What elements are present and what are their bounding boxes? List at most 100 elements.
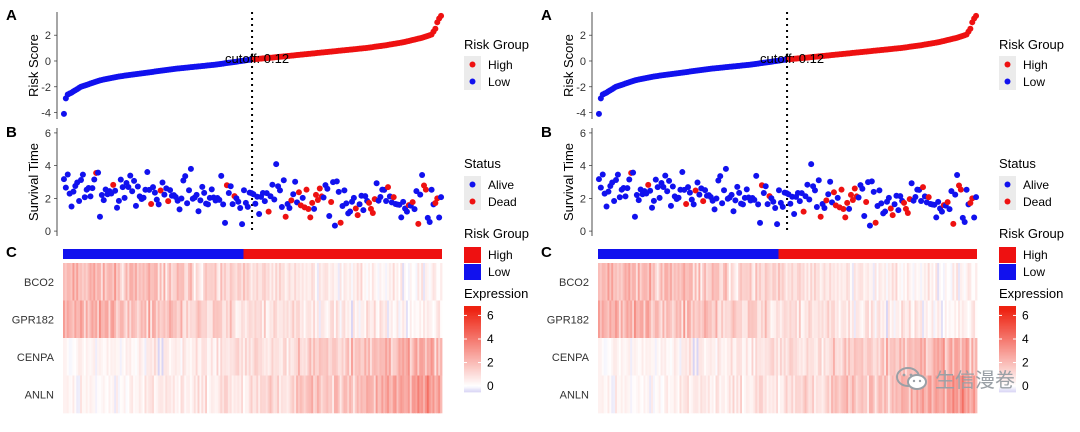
heatmap-cell (64, 300, 68, 339)
heatmap-cell (742, 375, 745, 414)
heatmap-cell (400, 300, 403, 339)
heatmap-cell (377, 375, 380, 414)
heatmap-cell (937, 300, 940, 339)
heatmap-cell (239, 375, 242, 414)
heatmap-cell (411, 300, 414, 339)
heatmap-cell (740, 338, 743, 376)
survival-point (872, 219, 879, 226)
heatmap-cell (643, 300, 646, 339)
heatmap-cell (417, 338, 420, 376)
heatmap-cell (810, 338, 813, 376)
status-legend-label: Dead (488, 195, 517, 209)
heatmap-cell (778, 375, 781, 414)
heatmap-cell (975, 263, 978, 301)
heatmap-cell (679, 300, 682, 339)
survival-point (971, 214, 978, 221)
heatmap-cell (424, 263, 428, 301)
heatmap-cell (673, 375, 677, 414)
heatmap-cell (887, 375, 891, 414)
survival-point (195, 208, 202, 215)
heatmap-cell (760, 263, 764, 301)
survival-point (650, 197, 657, 204)
heatmap-cell (364, 338, 367, 376)
heatmap-cell (717, 375, 720, 414)
heatmap-cell (944, 300, 948, 339)
survival-point (150, 184, 157, 191)
heatmap-cell (430, 338, 433, 376)
heatmap-cell (436, 375, 439, 414)
heatmap-cell (201, 300, 204, 339)
heatmap-cell (903, 263, 906, 301)
heatmap-cell (940, 263, 944, 301)
heatmap-cell (146, 338, 149, 376)
heatmap-cell (407, 338, 411, 376)
heatmap-cell (738, 338, 741, 376)
heatmap-cell (294, 263, 297, 301)
heatmap-cell (827, 375, 830, 414)
heatmap-cell (404, 263, 407, 301)
heatmap-cell (227, 263, 231, 301)
heatmap-cell (375, 375, 378, 414)
heatmap-cell (83, 263, 87, 301)
survival-point (311, 205, 318, 212)
heatmap-cell (738, 375, 741, 414)
heatmap-cell (730, 263, 733, 301)
expression-legend-title: Expression (464, 286, 528, 301)
heatmap-cell (778, 263, 781, 301)
heatmap-cell (666, 338, 669, 376)
heatmap-cell (407, 375, 411, 414)
heatmap-cell (662, 300, 665, 339)
heatmap-cell (436, 338, 439, 376)
heatmap-cell (844, 338, 847, 376)
heatmap-cell (963, 338, 967, 376)
heatmap-cell (626, 300, 629, 339)
heatmap-cell (848, 300, 851, 339)
panel-b-y-tick-label: 0 (45, 226, 51, 238)
heatmap-cell (766, 300, 769, 339)
heatmap-cell (940, 300, 944, 339)
heatmap-cell (923, 375, 927, 414)
heatmap-cell (908, 338, 912, 376)
heatmap-cell (793, 300, 796, 339)
panel-b-y-tick-label: 0 (580, 226, 586, 238)
survival-point (891, 201, 898, 208)
colorbar-segment (999, 379, 1016, 381)
heatmap-cell (256, 375, 259, 414)
heatmap-cell (127, 263, 130, 301)
heatmap-cell (857, 338, 860, 376)
heatmap-cell (248, 300, 252, 339)
heatmap-cell (436, 263, 439, 301)
heatmap-cell (764, 300, 768, 339)
survival-point (633, 192, 640, 199)
heatmap-cell (356, 263, 360, 301)
heatmap-cell (290, 338, 293, 376)
colorbar-tick-label: 4 (1022, 332, 1029, 346)
survival-point (286, 205, 293, 212)
heatmap-cell (279, 338, 282, 376)
heatmap-cell (106, 375, 109, 414)
colorbar-segment (464, 364, 481, 367)
heatmap-cell (772, 300, 775, 339)
heatmap-cell (876, 338, 879, 376)
heatmap-cell (210, 300, 214, 339)
heatmap-cell (717, 263, 720, 301)
heatmap-cell (121, 300, 125, 339)
survival-point (256, 210, 263, 217)
heatmap-cell (279, 375, 282, 414)
colorbar-segment (464, 390, 481, 393)
survival-point (115, 197, 122, 204)
heatmap-cell (789, 375, 792, 414)
heatmap-cell (679, 375, 682, 414)
heatmap-cell (768, 300, 771, 339)
heatmap-cell (106, 338, 109, 376)
heatmap-cell (846, 263, 849, 301)
heatmap-cell (284, 338, 288, 376)
heatmap-cell (685, 300, 688, 339)
heatmap-cell (428, 338, 432, 376)
heatmap-cell (639, 338, 642, 376)
survival-point (908, 180, 915, 187)
heatmap-cell (318, 263, 322, 301)
heatmap-cell (884, 263, 887, 301)
heatmap-cell (235, 338, 238, 376)
heatmap-cell (222, 375, 225, 414)
